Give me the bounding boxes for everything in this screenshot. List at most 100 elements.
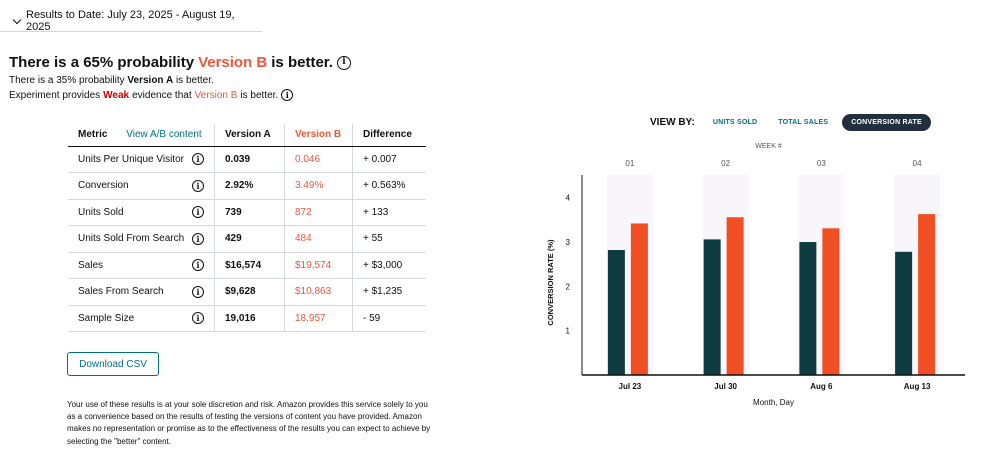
download-csv-button[interactable]: Download CSV [67, 352, 159, 376]
table-row: Sales From Search i $9,628 $10,863 + $1,235 [68, 278, 426, 306]
headline-version: Version B [198, 54, 268, 71]
table-row: Units Sold i 739 872 + 133 [68, 199, 426, 226]
version-a-value: 739 [214, 199, 285, 226]
difference-value: + 133 [352, 199, 426, 226]
metric-cell: Sales i [68, 252, 215, 279]
metric-cell: Conversion i [68, 172, 215, 200]
line2-suffix: is better. [175, 75, 214, 86]
metric-name: Units Per Unique Visitor [78, 153, 184, 165]
x-axis-title: Month, Day [753, 398, 794, 407]
version-b-value: $19,574 [284, 252, 353, 279]
metric-name: Sample Size [78, 312, 135, 324]
version-a-value: 429 [214, 225, 285, 253]
view-by-total-sales[interactable]: TOTAL SALES [778, 119, 829, 126]
version-a-value: 2.92% [214, 172, 285, 200]
metric-name: Conversion [78, 180, 129, 192]
week-tick-label: 04 [913, 159, 922, 168]
metric-name: Sales [78, 259, 104, 271]
difference-value: + 0.563% [352, 172, 426, 200]
table-row: Conversion i 2.92% 3.49% + 0.563% [68, 172, 426, 200]
version-a-value: 0.039 [214, 146, 285, 173]
info-icon[interactable]: i [336, 55, 351, 70]
metrics-table: Metric View A/B content Version A Versio… [68, 124, 426, 332]
info-icon[interactable]: i [192, 312, 204, 325]
probability-headline: There is a 65% probability Version B is … [9, 54, 351, 71]
metric-cell: Units Sold From Search i [68, 225, 215, 253]
info-icon[interactable]: i [192, 179, 204, 192]
table-row: Units Per Unique Visitor i 0.039 0.046 + 0.0… [68, 146, 426, 173]
table-row: Sample Size i 19,016 18,957- 59 [68, 305, 426, 332]
results-date-toggle[interactable]: Results to Date: July 23, 2025 - August … [12, 9, 262, 33]
metric-cell: Units Sold i [68, 199, 215, 226]
difference-value: + $1,235 [352, 278, 426, 306]
bar-version-b [918, 214, 936, 375]
table-header-row: Metric View A/B content Version A Versio… [68, 124, 426, 147]
line3-mid: evidence that [132, 89, 192, 101]
metric-cell: Sample Size i [68, 305, 215, 332]
table-row: Sales i $16,574 $19,574 + $3,000 [68, 252, 426, 279]
chevron-down-icon [12, 15, 22, 24]
headline-prefix: There is a 65% probability [9, 54, 195, 71]
info-icon[interactable]: i [192, 285, 204, 298]
line3-version: Version B [194, 89, 238, 101]
version-a-value: 19,016 [214, 305, 285, 332]
difference-header: Difference [352, 124, 426, 147]
results-date-bar: Results to Date: July 23, 2025 - August … [0, 0, 262, 33]
version-b-header: Version B [284, 124, 353, 147]
version-a-value: $16,574 [214, 252, 285, 279]
metric-name: Units Sold [78, 206, 124, 218]
metric-cell: Units Per Unique Visitor i [68, 146, 215, 173]
view-ab-content-link[interactable]: View A/B content [126, 129, 202, 141]
info-icon[interactable]: i [192, 259, 204, 272]
version-b-value: 0.046 [284, 146, 353, 173]
version-b-value: 484 [284, 225, 353, 253]
headline-suffix: is better. [271, 54, 333, 71]
version-b-value: 18,957 [284, 305, 353, 332]
view-by-conversion-rate[interactable]: CONVERSION RATE [842, 114, 931, 131]
view-by-selector: VIEW BY: UNITS SOLD TOTAL SALES CONVERSI… [650, 114, 931, 131]
y-tick-label: 2 [566, 282, 571, 291]
metric-name: Units Sold From Search [78, 233, 185, 245]
metric-name: Sales From Search [78, 286, 164, 298]
x-tick-label: Jul 23 [619, 382, 642, 391]
difference-value: + 0.007 [352, 146, 426, 173]
view-by-units-sold[interactable]: UNITS SOLD [712, 119, 758, 126]
bar-version-b [726, 217, 744, 375]
version-a-value: $9,628 [214, 278, 285, 306]
bar-version-a [799, 242, 817, 375]
probability-line-a: There is a 35% probability Version A is … [9, 75, 214, 86]
week-axis-label: WEEK # [755, 143, 782, 150]
bar-version-b [822, 228, 840, 375]
bar-version-a [607, 250, 625, 375]
difference-value: + $3,000 [352, 252, 426, 279]
metric-header-label: Metric [78, 129, 108, 141]
table-row: Units Sold From Search i 429 484 + 55 [68, 225, 426, 253]
view-by-label: VIEW BY: [650, 117, 695, 128]
difference-value: - 59 [352, 305, 426, 332]
x-tick-label: Jul 30 [714, 382, 737, 391]
version-b-value: 872 [284, 199, 353, 226]
info-icon[interactable]: i [192, 206, 204, 219]
line3-suffix: is better. [240, 89, 279, 101]
metric-cell: Sales From Search i [68, 278, 215, 306]
bar-version-a [895, 251, 913, 375]
metric-header: Metric View A/B content [68, 124, 215, 147]
bar-version-b [630, 223, 648, 375]
week-tick-label: 01 [625, 159, 634, 168]
conversion-rate-chart: WEEK # 01 Jul 23 02 Jul 30 03 Aug 6 04 Aug 13 1 2 3… [546, 143, 965, 407]
evidence-line: Experiment provides Weak evidence that V… [9, 89, 294, 101]
line2-prefix: There is a 35% probability [9, 75, 125, 86]
y-tick-label: 3 [566, 238, 571, 247]
week-tick-label: 02 [721, 159, 730, 168]
version-a-header: Version A [214, 124, 285, 147]
version-b-value: 3.49% [284, 172, 353, 200]
info-icon[interactable]: i [192, 232, 204, 245]
bar-version-a [703, 239, 721, 375]
evidence-strength: Weak [103, 89, 130, 101]
disclaimer-text: Your use of these results is at your sol… [67, 400, 431, 446]
info-icon[interactable]: i [281, 89, 294, 101]
difference-value: + 55 [352, 225, 426, 253]
info-icon[interactable]: i [192, 153, 204, 166]
line2-version: Version A [127, 75, 174, 86]
version-b-value: $10,863 [284, 278, 353, 306]
